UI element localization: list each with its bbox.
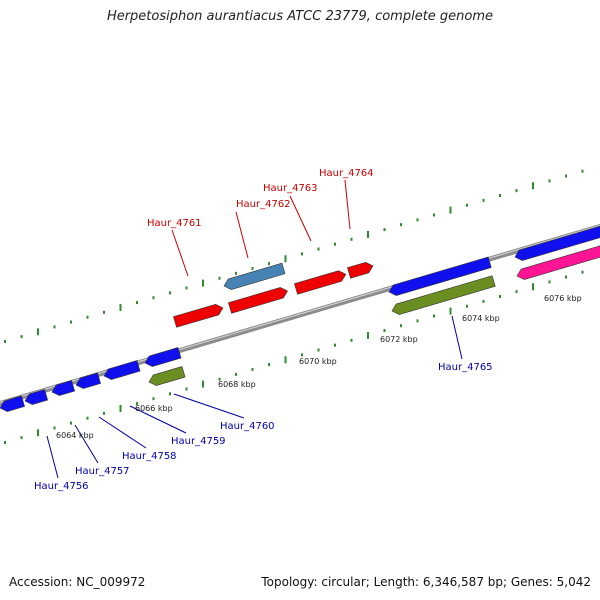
label-haur-4764-leader xyxy=(344,179,351,230)
map-title: Herpetosiphon aurantiacus ATCC 23779, co… xyxy=(106,9,494,24)
label-haur-4757[interactable]: Haur_4757 xyxy=(75,466,130,477)
label-haur-4759[interactable]: Haur_4759 xyxy=(171,436,226,447)
tick-label: 6068 kbp xyxy=(218,380,256,389)
tick-label: 6074 kbp xyxy=(462,314,500,323)
label-haur-4760-leader xyxy=(173,393,245,419)
gene-forward-blue[interactable] xyxy=(513,225,600,262)
label-haur-4758-leader xyxy=(98,416,147,449)
gene-haur-4762[interactable] xyxy=(228,286,289,314)
tick-row-upper xyxy=(4,169,584,344)
tick-row-lower xyxy=(4,270,584,445)
gene-haur-4759[interactable] xyxy=(102,360,141,382)
label-haur-4765[interactable]: Haur_4765 xyxy=(438,362,493,373)
label-haur-4761[interactable]: Haur_4761 xyxy=(147,218,202,229)
gene-haur-4758[interactable] xyxy=(50,380,76,397)
label-haur-4762-leader xyxy=(235,211,249,259)
label-haur-4763-leader xyxy=(289,195,312,242)
gene-forward-pink[interactable] xyxy=(515,245,600,281)
tick-labels: 6064 kbp 6066 kbp 6068 kbp 6070 kbp 6072 kbp… xyxy=(56,294,582,440)
tick-label: 6064 kbp xyxy=(56,431,94,440)
label-haur-4760[interactable]: Haur_4760 xyxy=(220,421,275,432)
label-haur-4759-leader xyxy=(129,405,187,434)
gene-haur-4765-blue[interactable] xyxy=(387,256,492,297)
label-haur-4756-leader xyxy=(46,435,59,479)
label-haur-4757-leader xyxy=(74,424,99,464)
label-haur-4756[interactable]: Haur_4756 xyxy=(34,481,89,492)
label-haur-4765-leader xyxy=(451,315,463,360)
label-haur-4764[interactable]: Haur_4764 xyxy=(319,168,374,179)
gene-haur-4764[interactable] xyxy=(347,261,374,279)
gene-features xyxy=(0,225,600,413)
gene-haur-4759-a[interactable] xyxy=(74,372,101,390)
tick-label: 6076 kbp xyxy=(544,294,582,303)
tick-label: 6070 kbp xyxy=(299,357,337,366)
gene-haur-4760[interactable] xyxy=(147,366,186,388)
accession-label: Accession: NC_009972 xyxy=(9,575,146,589)
gene-haur-4761[interactable] xyxy=(173,303,224,328)
gene-haur-4756[interactable] xyxy=(0,395,25,413)
label-haur-4762[interactable]: Haur_4762 xyxy=(236,199,291,210)
tick-label: 6072 kbp xyxy=(380,335,418,344)
topology-label: Topology: circular; Length: 6,346,587 bp… xyxy=(261,575,591,589)
label-haur-4761-leader xyxy=(171,229,189,277)
tick-label: 6066 kbp xyxy=(135,404,173,413)
gene-haur-4760-blue[interactable] xyxy=(143,347,182,369)
label-leaders xyxy=(46,179,463,479)
gene-haur-4763[interactable] xyxy=(294,269,347,295)
gene-haur-4765[interactable] xyxy=(390,275,496,317)
label-haur-4758[interactable]: Haur_4758 xyxy=(122,451,177,462)
label-haur-4763[interactable]: Haur_4763 xyxy=(263,183,318,194)
gene-haur-4762-steel[interactable] xyxy=(222,262,286,291)
gene-haur-4757[interactable] xyxy=(23,389,49,406)
